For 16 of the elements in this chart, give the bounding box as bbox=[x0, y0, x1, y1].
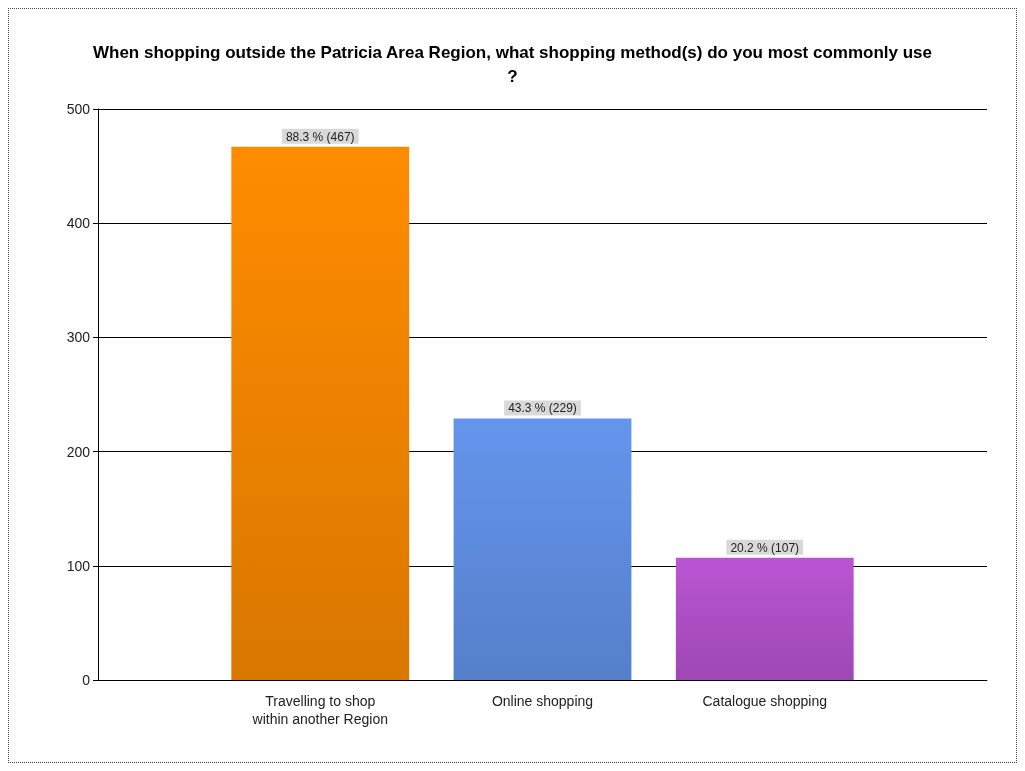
chart-title: When shopping outside the Patricia Area Region, what shopping method(s) do you most commonly use? bbox=[92, 42, 933, 86]
x-tick-label: Catalogue shopping bbox=[702, 693, 828, 709]
y-tick-label: 100 bbox=[66, 557, 91, 574]
y-tick-label: 200 bbox=[66, 443, 91, 460]
y-tick-label: 0 bbox=[82, 672, 91, 688]
data-label: 43.3 % (229) bbox=[508, 401, 577, 416]
y-tick-label: 400 bbox=[66, 215, 91, 232]
x-tick-label: Travelling to shop within another Region bbox=[251, 693, 388, 727]
bar bbox=[675, 557, 854, 680]
bar bbox=[231, 146, 410, 680]
x-tick-label: Online shopping bbox=[491, 693, 594, 709]
y-tick-label: 500 bbox=[66, 101, 91, 117]
bar bbox=[453, 418, 632, 680]
data-label: 20.2 % (107) bbox=[730, 540, 800, 555]
data-label: 88.3 % (467) bbox=[285, 129, 355, 144]
y-tick-label: 300 bbox=[66, 329, 91, 346]
